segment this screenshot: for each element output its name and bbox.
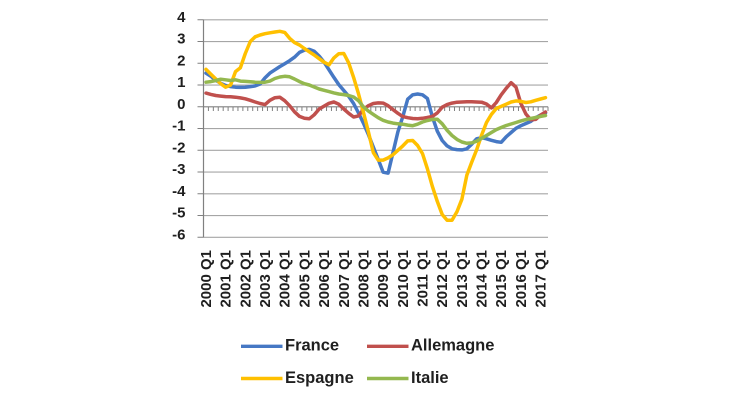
svg-text:Italie: Italie	[411, 369, 449, 387]
svg-text:2006 Q1: 2006 Q1	[316, 250, 333, 308]
svg-text:2000 Q1: 2000 Q1	[198, 250, 215, 308]
svg-text:2010 Q1: 2010 Q1	[395, 250, 412, 308]
svg-text:2004 Q1: 2004 Q1	[277, 250, 294, 308]
svg-text:0: 0	[177, 96, 185, 113]
svg-text:France: France	[285, 337, 339, 355]
svg-text:3: 3	[177, 31, 185, 48]
svg-text:-6: -6	[172, 226, 185, 243]
svg-text:2015 Q1: 2015 Q1	[493, 250, 510, 308]
svg-text:Espagne: Espagne	[285, 369, 354, 387]
svg-text:2007 Q1: 2007 Q1	[336, 250, 353, 308]
svg-text:2: 2	[177, 52, 185, 69]
svg-text:2008 Q1: 2008 Q1	[355, 250, 372, 308]
svg-text:4: 4	[177, 9, 186, 26]
svg-text:2012 Q1: 2012 Q1	[434, 250, 451, 308]
svg-text:1: 1	[177, 74, 185, 91]
svg-text:2002 Q1: 2002 Q1	[237, 250, 254, 308]
svg-text:-1: -1	[172, 118, 185, 135]
svg-text:2001 Q1: 2001 Q1	[218, 250, 235, 308]
svg-text:2016 Q1: 2016 Q1	[513, 250, 530, 308]
svg-text:-5: -5	[172, 205, 185, 222]
svg-text:2009 Q1: 2009 Q1	[375, 250, 392, 308]
svg-text:2011 Q1: 2011 Q1	[415, 250, 432, 307]
svg-text:2003 Q1: 2003 Q1	[257, 250, 274, 308]
svg-text:2005 Q1: 2005 Q1	[296, 250, 313, 308]
svg-text:-3: -3	[172, 161, 185, 178]
svg-text:-2: -2	[172, 139, 185, 156]
svg-text:Allemagne: Allemagne	[411, 337, 494, 355]
svg-text:2013 Q1: 2013 Q1	[454, 250, 471, 308]
svg-text:2017 Q1: 2017 Q1	[533, 250, 550, 308]
svg-text:-4: -4	[172, 183, 186, 200]
svg-text:2014 Q1: 2014 Q1	[474, 250, 491, 308]
